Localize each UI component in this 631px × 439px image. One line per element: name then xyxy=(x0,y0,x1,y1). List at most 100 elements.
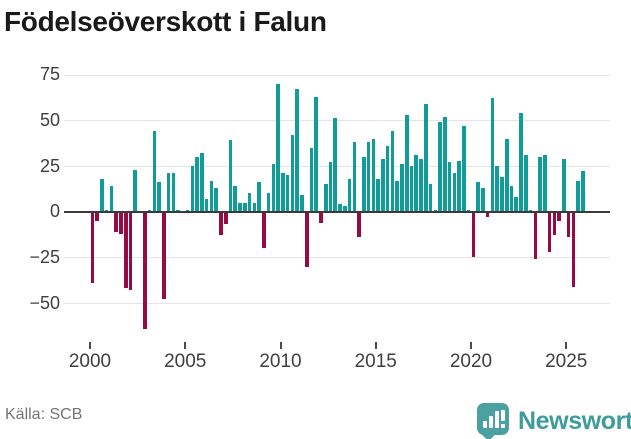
quarter-bar xyxy=(543,155,547,212)
quarter-bar xyxy=(371,138,376,212)
quarter-bar xyxy=(423,103,428,212)
quarter-bar xyxy=(238,202,242,212)
quarter-bar xyxy=(209,180,214,212)
x-axis-label: 2015 xyxy=(354,351,397,372)
quarter-bar xyxy=(233,186,238,212)
chart-title: Födelseöverskott i Falun xyxy=(4,6,327,37)
quarter-bar xyxy=(452,173,457,212)
quarter-bar xyxy=(319,211,323,223)
quarter-bar xyxy=(109,186,114,212)
quarter-bar xyxy=(390,131,395,212)
quarter-bar xyxy=(504,138,509,212)
quarter-bar xyxy=(119,211,123,234)
x-axis-label: 2000 xyxy=(68,351,112,372)
quarter-bar xyxy=(142,211,147,329)
quarter-bar xyxy=(462,125,466,212)
quarter-bar xyxy=(476,182,480,212)
newsworthy-badge-icon xyxy=(477,403,509,435)
quarter-bar xyxy=(400,164,404,212)
quarter-bar xyxy=(338,204,342,212)
quarter-bar xyxy=(576,180,580,212)
quarter-bar xyxy=(228,140,233,212)
quarter-bar xyxy=(243,202,247,212)
quarter-bar xyxy=(509,186,514,212)
quarter-bar xyxy=(381,158,385,212)
logo-wordmark: Newsworthy xyxy=(518,407,631,435)
logo-chart-bar-icon xyxy=(489,416,493,428)
y-axis-label: −50 xyxy=(29,292,60,313)
quarter-bar xyxy=(219,211,223,236)
quarter-bar xyxy=(481,187,485,212)
quarter-bar xyxy=(266,193,271,212)
x-axis-tick xyxy=(374,342,377,349)
quarter-bar xyxy=(285,175,290,212)
quarter-bar xyxy=(162,211,166,300)
y-axis-label: 25 xyxy=(39,155,60,176)
quarter-bar xyxy=(271,164,276,212)
quarter-bar xyxy=(314,96,319,212)
quarter-bar xyxy=(252,202,257,212)
quarter-bar xyxy=(395,180,399,212)
x-axis-tick xyxy=(279,342,282,349)
quarter-bar xyxy=(90,211,95,283)
quarter-bar xyxy=(133,169,138,212)
quarter-bar xyxy=(500,176,504,212)
quarter-bar xyxy=(152,131,157,212)
quarter-bar xyxy=(323,184,328,212)
quarter-bar xyxy=(538,156,542,212)
quarter-bar xyxy=(485,211,490,218)
quarter-bar xyxy=(328,162,333,212)
y-axis-label: −25 xyxy=(29,246,60,267)
gridline xyxy=(64,257,610,259)
quarter-bar xyxy=(533,211,538,260)
x-axis-label: 2020 xyxy=(449,351,493,372)
quarter-bar xyxy=(257,182,261,212)
quarter-bar xyxy=(190,166,195,212)
quarter-bar xyxy=(547,211,552,252)
quarter-bar xyxy=(557,211,561,221)
quarter-bar xyxy=(523,155,528,212)
quarter-bar xyxy=(223,211,228,225)
quarter-bar xyxy=(128,211,133,291)
quarter-bar xyxy=(281,173,285,212)
quarter-bar xyxy=(200,153,204,212)
quarter-bar xyxy=(490,98,495,212)
quarter-bar xyxy=(333,118,338,212)
gridline xyxy=(64,74,610,76)
logo-exclamation-icon xyxy=(501,410,505,421)
quarter-bar xyxy=(247,193,252,212)
quarter-bar xyxy=(443,116,447,212)
logo-chart-bar-icon xyxy=(495,411,499,428)
quarter-bar xyxy=(171,173,176,212)
newsworthy-logo[interactable]: Newsworthy xyxy=(477,402,631,439)
quarter-bar xyxy=(343,206,347,212)
quarter-bar xyxy=(100,178,104,212)
quarter-bar xyxy=(300,195,304,212)
quarter-bar xyxy=(204,198,209,212)
y-axis-label: 75 xyxy=(39,64,60,85)
x-axis-label: 2025 xyxy=(545,351,588,372)
quarter-bar xyxy=(385,145,390,212)
quarter-bar xyxy=(95,211,99,221)
x-axis-label: 2010 xyxy=(259,351,302,372)
x-axis-zero-line xyxy=(64,210,610,213)
quarter-bar xyxy=(419,158,423,212)
quarter-bar xyxy=(471,211,476,258)
gridline xyxy=(64,303,610,305)
quarter-bar xyxy=(214,187,219,212)
x-axis-tick xyxy=(565,342,568,349)
quarter-bar xyxy=(428,184,433,212)
x-axis-tick xyxy=(184,342,187,349)
source-label: Källa: SCB xyxy=(5,406,83,423)
quarter-bar xyxy=(495,166,499,212)
x-axis-tick xyxy=(89,342,91,349)
quarter-bar xyxy=(447,162,452,212)
logo-chart-bar-icon xyxy=(483,421,487,428)
quarter-bar xyxy=(347,178,352,212)
quarter-bar xyxy=(114,211,118,232)
quarter-bar xyxy=(362,156,366,212)
quarter-bar xyxy=(290,134,295,212)
quarter-bar xyxy=(376,178,380,212)
quarter-bar xyxy=(514,197,519,212)
